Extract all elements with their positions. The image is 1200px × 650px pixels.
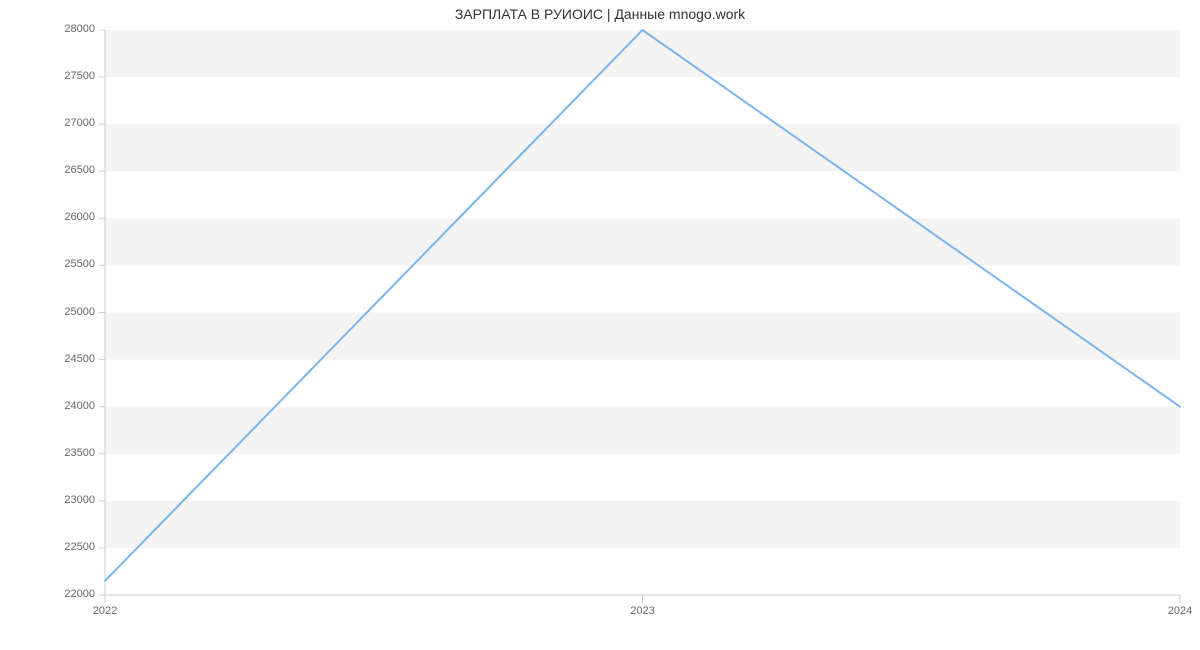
y-tick-label: 24500 bbox=[45, 353, 95, 365]
y-tick-label: 26500 bbox=[45, 164, 95, 176]
y-tick-label: 27000 bbox=[45, 117, 95, 129]
y-tick-label: 28000 bbox=[45, 23, 95, 35]
chart-svg bbox=[0, 0, 1200, 650]
x-tick-label: 2024 bbox=[1168, 605, 1192, 617]
y-tick-label: 23000 bbox=[45, 494, 95, 506]
y-tick-label: 23500 bbox=[45, 447, 95, 459]
y-tick-label: 25000 bbox=[45, 306, 95, 318]
y-tick-label: 22500 bbox=[45, 541, 95, 553]
chart-container: ЗАРПЛАТА В РУИОИС | Данные mnogo.work 22… bbox=[0, 0, 1200, 650]
y-tick-label: 24000 bbox=[45, 400, 95, 412]
x-tick-label: 2022 bbox=[93, 605, 117, 617]
y-tick-label: 25500 bbox=[45, 258, 95, 270]
y-tick-label: 26000 bbox=[45, 211, 95, 223]
y-tick-label: 27500 bbox=[45, 70, 95, 82]
y-tick-label: 22000 bbox=[45, 588, 95, 600]
x-tick-label: 2023 bbox=[630, 605, 654, 617]
